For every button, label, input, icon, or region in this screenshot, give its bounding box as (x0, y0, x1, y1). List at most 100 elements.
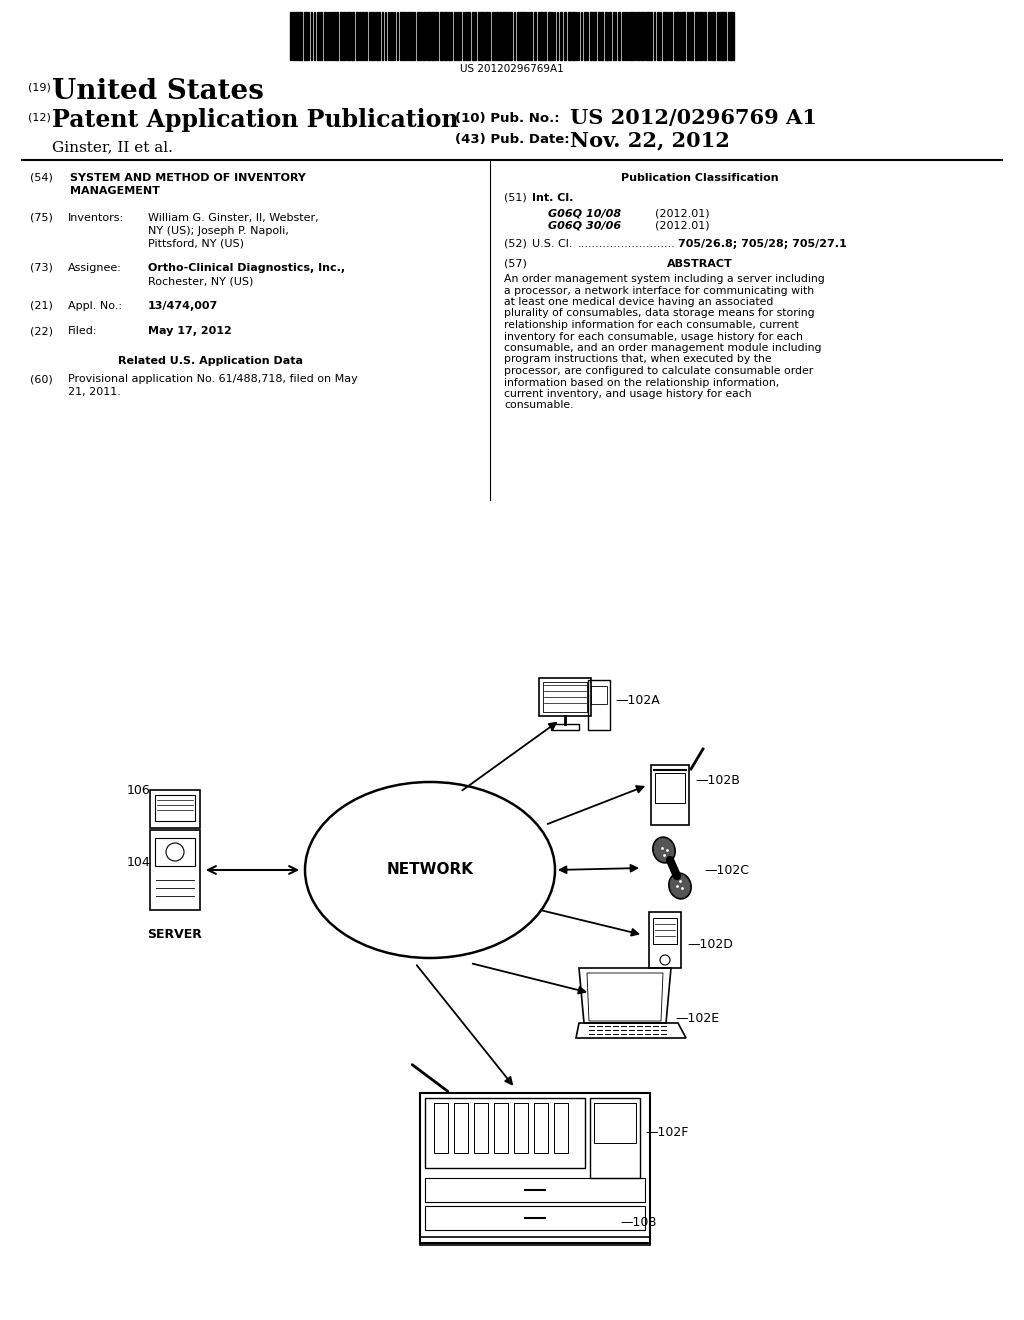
Bar (340, 12, 342, 59)
Text: —108: —108 (620, 1217, 656, 1229)
Text: (54): (54) (30, 173, 53, 183)
Bar (691, 12, 693, 59)
Text: (2012.01): (2012.01) (655, 220, 710, 231)
Bar (641, 12, 643, 59)
Bar (343, 12, 345, 59)
Bar (721, 12, 724, 59)
Bar (428, 12, 430, 59)
Bar (292, 12, 295, 59)
Bar (650, 12, 652, 59)
Bar (514, 1104, 528, 1152)
Bar (568, 12, 571, 59)
Text: Related U.S. Application Data: Related U.S. Application Data (118, 356, 303, 366)
Text: a processor, a network interface for communicating with: a processor, a network interface for com… (504, 285, 814, 296)
Bar (400, 12, 402, 59)
Ellipse shape (669, 873, 691, 899)
Bar (638, 12, 640, 59)
Bar (434, 1104, 449, 1152)
Bar (506, 12, 508, 59)
Bar (534, 12, 536, 59)
Bar (480, 12, 483, 59)
Bar (351, 12, 354, 59)
Bar (653, 917, 677, 944)
Text: US 20120296769A1: US 20120296769A1 (460, 63, 564, 74)
Bar (663, 12, 666, 59)
Bar (496, 12, 498, 59)
Bar (376, 12, 378, 59)
Bar (408, 12, 410, 59)
Bar (540, 12, 543, 59)
Bar (534, 1104, 548, 1152)
Bar (605, 12, 608, 59)
Text: ABSTRACT: ABSTRACT (667, 259, 733, 269)
Bar (155, 838, 195, 866)
Text: Provisional application No. 61/488,718, filed on May: Provisional application No. 61/488,718, … (68, 374, 357, 384)
Bar (449, 12, 450, 59)
Text: Appl. No.:: Appl. No.: (68, 301, 122, 312)
Text: (57): (57) (504, 259, 527, 269)
Bar (564, 12, 566, 59)
Text: —102C: —102C (705, 863, 749, 876)
Text: (22): (22) (30, 326, 53, 337)
Bar (598, 12, 600, 59)
Bar (454, 1104, 468, 1152)
Text: (51): (51) (504, 193, 526, 203)
Text: United States: United States (52, 78, 264, 106)
Text: An order management system including a server including: An order management system including a s… (504, 275, 824, 284)
Bar (651, 766, 689, 825)
Bar (304, 12, 307, 59)
Bar (551, 723, 579, 730)
Bar (705, 12, 706, 59)
Bar (486, 12, 488, 59)
Bar (296, 12, 298, 59)
Text: (19): (19) (28, 82, 51, 92)
Bar (630, 12, 633, 59)
Text: information based on the relationship information,: information based on the relationship in… (504, 378, 779, 388)
Bar (150, 830, 200, 909)
Bar (420, 1093, 650, 1243)
Bar (365, 12, 367, 59)
Bar (646, 12, 649, 59)
Bar (420, 1237, 650, 1245)
Text: (75): (75) (30, 213, 53, 223)
Text: (2012.01): (2012.01) (655, 209, 710, 218)
Bar (572, 12, 575, 59)
Text: US 2012/0296769 A1: US 2012/0296769 A1 (570, 108, 817, 128)
Text: ...........................: ........................... (578, 239, 676, 249)
Text: May 17, 2012: May 17, 2012 (148, 326, 231, 337)
Bar (359, 12, 361, 59)
Bar (362, 12, 364, 59)
Bar (371, 12, 373, 59)
Bar (431, 12, 434, 59)
Bar (155, 795, 195, 821)
Bar (499, 12, 501, 59)
Text: U.S. Cl.: U.S. Cl. (532, 239, 572, 249)
Bar (699, 12, 701, 59)
Text: Pittsford, NY (US): Pittsford, NY (US) (148, 239, 244, 249)
Bar (336, 12, 338, 59)
Bar (472, 12, 474, 59)
Bar (356, 12, 358, 59)
Bar (544, 12, 546, 59)
Bar (523, 12, 525, 59)
Text: NETWORK: NETWORK (386, 862, 473, 878)
Bar (425, 1177, 645, 1203)
Text: NY (US); Joseph P. Napoli,: NY (US); Joseph P. Napoli, (148, 226, 289, 236)
Text: (60): (60) (30, 374, 53, 384)
Bar (440, 12, 443, 59)
Text: MANAGEMENT: MANAGEMENT (70, 186, 160, 195)
Text: inventory for each consumable, usage history for each: inventory for each consumable, usage his… (504, 331, 803, 342)
Text: Assignee:: Assignee: (68, 263, 122, 273)
Bar (417, 12, 420, 59)
Text: SYSTEM AND METHOD OF INVENTORY: SYSTEM AND METHOD OF INVENTORY (70, 173, 306, 183)
Text: —102E: —102E (675, 1011, 719, 1024)
Bar (520, 12, 522, 59)
Bar (502, 12, 505, 59)
Bar (411, 12, 413, 59)
Text: —102B: —102B (695, 774, 740, 787)
Text: plurality of consumables, data storage means for storing: plurality of consumables, data storage m… (504, 309, 815, 318)
Bar (554, 1104, 568, 1152)
Text: Nov. 22, 2012: Nov. 22, 2012 (570, 129, 730, 150)
Bar (730, 12, 732, 59)
Text: (12): (12) (28, 112, 51, 121)
